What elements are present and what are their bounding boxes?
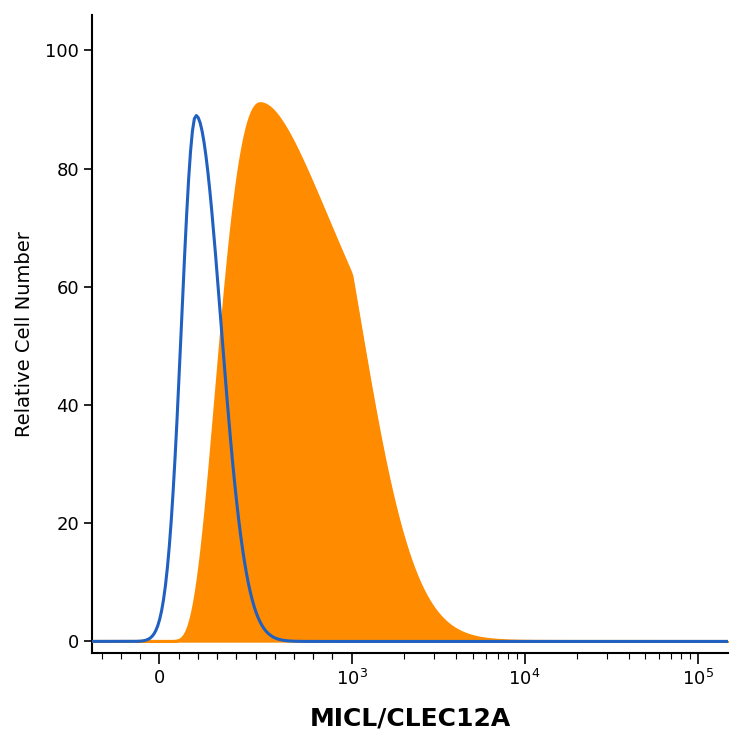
X-axis label: MICL/CLEC12A: MICL/CLEC12A: [310, 706, 510, 730]
Y-axis label: Relative Cell Number: Relative Cell Number: [15, 231, 34, 437]
